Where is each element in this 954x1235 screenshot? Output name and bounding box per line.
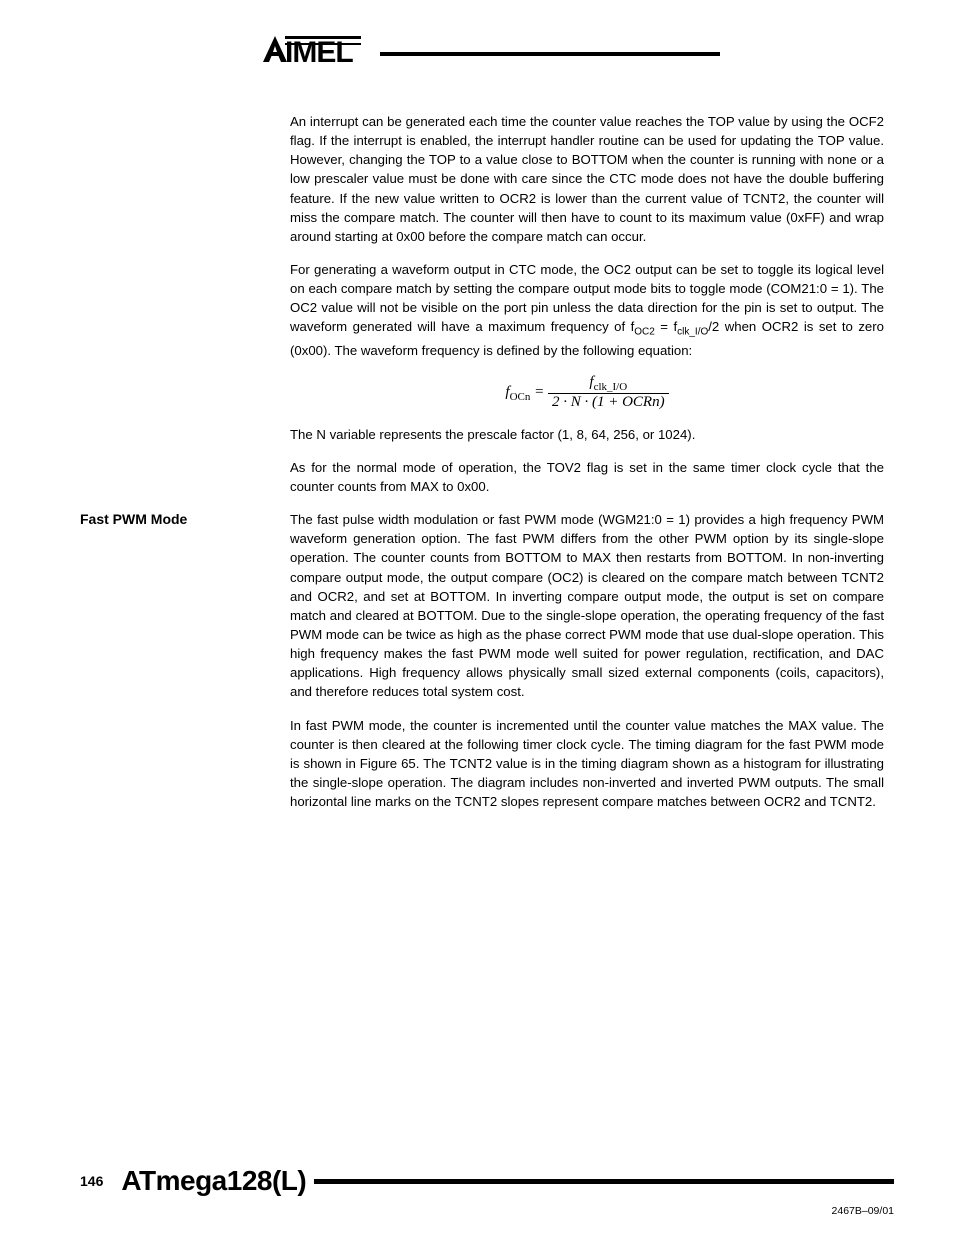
content-column: An interrupt can be generated each time …: [290, 112, 884, 496]
paragraph-nvar: The N variable represents the prescale f…: [290, 425, 884, 444]
eq-num-sub: clk_I/O: [594, 381, 628, 393]
atmel-logo: IMEL: [255, 30, 375, 77]
logo-wrap: IMEL: [255, 30, 720, 77]
paragraph-interrupt: An interrupt can be generated each time …: [290, 112, 884, 246]
footer-rule: [314, 1179, 894, 1184]
paragraph-tov2: As for the normal mode of operation, the…: [290, 458, 884, 496]
p2-mid: = f: [655, 319, 677, 334]
page-header: IMEL: [80, 30, 894, 77]
atmel-logo-svg: IMEL: [255, 30, 375, 70]
page-footer: 146 ATmega128(L): [80, 1165, 894, 1197]
p2-sub1: OC2: [634, 327, 655, 338]
eq-lhs-sub: OCn: [510, 391, 531, 403]
paragraph-fastpwm-2: In fast PWM mode, the counter is increme…: [290, 716, 884, 812]
section-heading-fast-pwm: Fast PWM Mode: [80, 510, 290, 825]
paragraph-waveform: For generating a waveform output in CTC …: [290, 260, 884, 360]
eq-denominator: 2 · N · (1 + OCRn): [548, 394, 669, 411]
page-number: 146: [80, 1173, 103, 1189]
doc-code: 2467B–09/01: [832, 1205, 894, 1217]
eq-eq: =: [534, 384, 548, 400]
p2-sub2: clk_I/O: [677, 327, 708, 338]
svg-text:IMEL: IMEL: [285, 36, 353, 69]
page: IMEL An interrupt can be generated each …: [0, 0, 954, 1235]
doc-title: ATmega128(L): [121, 1165, 306, 1197]
eq-numerator: fclk_I/O: [548, 374, 669, 394]
equation-focn: fOCn = fclk_I/O 2 · N · (1 + OCRn): [290, 374, 884, 411]
paragraph-fastpwm-1: The fast pulse width modulation or fast …: [290, 510, 884, 701]
header-rule: [380, 52, 720, 56]
eq-fraction: fclk_I/O 2 · N · (1 + OCRn): [548, 374, 669, 411]
section-fast-pwm: Fast PWM Mode The fast pulse width modul…: [80, 510, 894, 825]
section-body-fast-pwm: The fast pulse width modulation or fast …: [290, 510, 884, 825]
